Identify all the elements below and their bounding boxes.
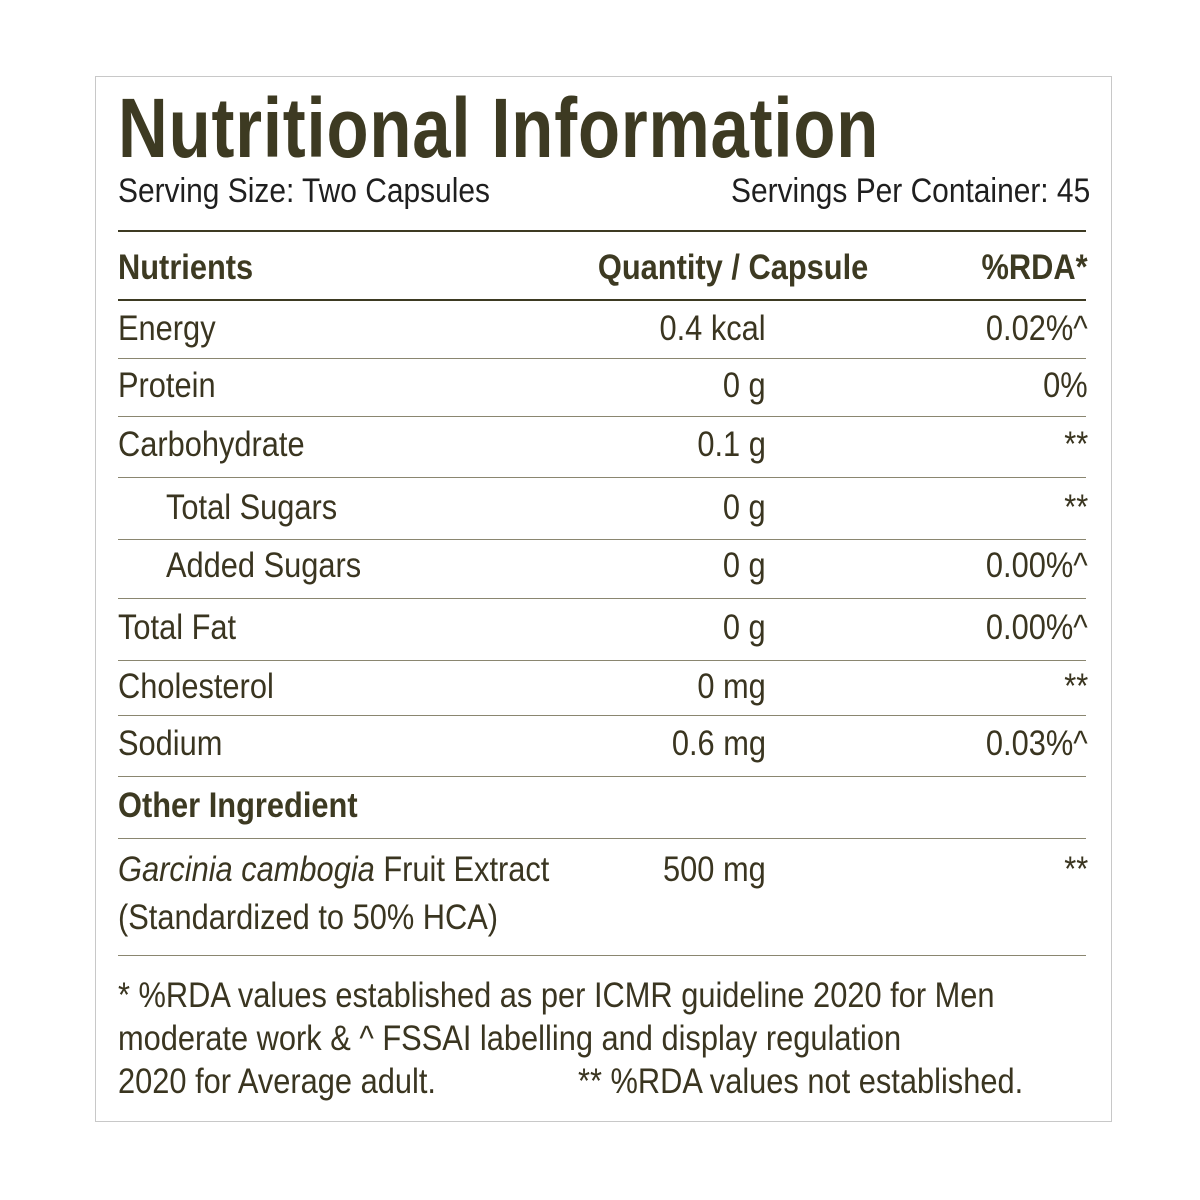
divider: [118, 598, 1086, 599]
footnote-line-1: * %RDA values established as per ICMR gu…: [118, 976, 995, 1015]
footnote-line-3b: ** %RDA values not established.: [578, 1062, 1024, 1101]
footnote-line-2: moderate work & ^ FSSAI labelling and di…: [118, 1019, 902, 1058]
divider: [118, 776, 1086, 777]
nutrient-quantity: 0 g: [723, 488, 766, 527]
other-ingredient-heading: Other Ingredient: [118, 786, 1088, 836]
table-row: Cholesterol 0 mg **: [118, 667, 1088, 717]
nutrient-rda: **: [1064, 667, 1088, 706]
nutrient-quantity: 0 g: [723, 608, 766, 647]
ingredient-name-rest: Fruit Extract: [374, 850, 550, 889]
ingredient-name: Garcinia cambogia Fruit Extract: [118, 850, 549, 890]
nutrient-name: Energy: [118, 309, 216, 348]
table-row: Protein 0 g 0%: [118, 366, 1088, 416]
divider: [118, 299, 1086, 301]
ingredient-species: Garcinia cambogia: [118, 850, 375, 889]
divider: [118, 715, 1086, 716]
divider: [118, 838, 1086, 839]
label-panel: [95, 76, 1112, 1122]
header-rda: %RDA*: [981, 248, 1088, 287]
ingredient-detail-row: (Standardized to 50% HCA): [118, 898, 1088, 948]
divider: [118, 358, 1086, 359]
nutrient-rda: **: [1064, 425, 1088, 464]
divider: [118, 660, 1086, 661]
footnote-line-3a: 2020 for Average adult.: [118, 1062, 436, 1101]
nutrient-rda: 0.00%^: [986, 608, 1088, 647]
nutrient-name: Total Sugars: [166, 488, 338, 527]
table-row: Added Sugars 0 g 0.00%^: [118, 546, 1088, 596]
nutrient-rda: 0%: [1043, 366, 1088, 405]
other-ingredient-label: Other Ingredient: [118, 786, 358, 825]
nutrient-quantity: 0.6 mg: [671, 724, 766, 763]
nutrient-rda: 0.03%^: [986, 724, 1088, 763]
ingredient-detail: (Standardized to 50% HCA): [118, 898, 499, 937]
divider: [118, 416, 1086, 417]
table-header: Nutrients Quantity / Capsule %RDA*: [118, 248, 1088, 298]
nutrient-name: Carbohydrate: [118, 425, 305, 464]
nutrient-name: Cholesterol: [118, 667, 274, 706]
nutrient-name: Protein: [118, 366, 216, 405]
nutrient-rda: **: [1064, 488, 1088, 527]
table-row: Total Fat 0 g 0.00%^: [118, 608, 1088, 658]
nutrient-name: Total Fat: [118, 608, 237, 647]
nutrient-name: Added Sugars: [166, 546, 362, 585]
ingredient-quantity: 500 mg: [663, 850, 766, 889]
nutrient-quantity: 0 g: [723, 546, 766, 585]
page-title: Nutritional Information: [118, 81, 880, 175]
table-row: Total Sugars 0 g **: [118, 488, 1088, 538]
divider: [118, 230, 1086, 232]
nutrient-name: Sodium: [118, 724, 223, 763]
divider: [118, 539, 1086, 540]
nutrient-quantity: 0.1 g: [697, 425, 766, 464]
nutrient-quantity: 0.4 kcal: [659, 309, 766, 348]
nutrient-rda: 0.00%^: [986, 546, 1088, 585]
nutrient-quantity: 0 mg: [697, 667, 766, 706]
divider: [118, 955, 1086, 956]
table-row: Carbohydrate 0.1 g **: [118, 425, 1088, 475]
header-quantity: Quantity / Capsule: [597, 248, 868, 287]
table-row: Sodium 0.6 mg 0.03%^: [118, 724, 1088, 774]
serving-size: Serving Size: Two Capsules: [118, 172, 490, 210]
divider: [118, 477, 1086, 478]
header-nutrients: Nutrients: [118, 248, 254, 287]
nutrient-rda: 0.02%^: [986, 309, 1088, 348]
nutrient-quantity: 0 g: [723, 366, 766, 405]
ingredient-row: Garcinia cambogia Fruit Extract 500 mg *…: [118, 850, 1088, 900]
ingredient-rda: **: [1064, 850, 1088, 889]
servings-per-container: Servings Per Container: 45: [730, 172, 1090, 210]
table-row: Energy 0.4 kcal 0.02%^: [118, 309, 1088, 359]
